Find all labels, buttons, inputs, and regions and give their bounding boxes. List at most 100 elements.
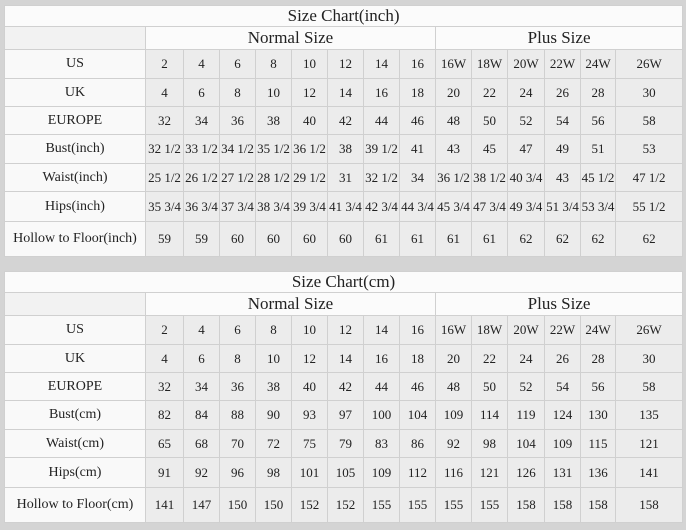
size-cell: 25 1/2 (145, 163, 184, 192)
row-label: Hollow to Floor(cm) (4, 487, 146, 523)
corner-cell (4, 26, 146, 50)
row-label: Hollow to Floor(inch) (4, 221, 146, 257)
size-cell: 56 (580, 372, 616, 401)
size-cell: 2 (145, 315, 184, 345)
size-cell: 47 1/2 (614, 163, 684, 192)
size-cell: 109 (544, 429, 581, 458)
size-cell: 155 (471, 487, 508, 523)
size-cell: 79 (327, 429, 364, 458)
size-cell: 34 (183, 372, 220, 401)
size-cell: 46 (399, 106, 436, 135)
size-cell: 43 (435, 134, 472, 164)
size-cell: 109 (363, 457, 400, 488)
size-cell: 8 (255, 315, 292, 345)
size-cell: 112 (399, 457, 436, 488)
table-row: Waist(cm) 65 68 70 72 75 79 83 86 92 98 104 109 115 12… (4, 429, 684, 458)
plus-size-header: Plus Size (434, 26, 684, 50)
size-cell: 58 (614, 106, 684, 135)
size-cell: 16W (435, 315, 472, 345)
size-cell: 88 (219, 400, 256, 430)
size-cell: 155 (363, 487, 400, 523)
size-cell: 14 (363, 315, 400, 345)
size-cell: 34 1/2 (219, 134, 256, 164)
size-cell: 32 (145, 372, 184, 401)
table-row: US 2 4 6 8 10 12 14 16 16W 18W 20W 22W 24W 26W (4, 49, 684, 79)
size-cell: 38 (255, 106, 292, 135)
table-row: Bust(cm) 82 84 88 90 93 97 100 104 109 114 119 124 13… (4, 400, 684, 430)
size-cell: 38 (255, 372, 292, 401)
size-cell: 36 3/4 (183, 191, 220, 222)
plus-size-header: Plus Size (434, 292, 684, 316)
size-cell: 105 (327, 457, 364, 488)
size-cell: 16 (399, 315, 436, 345)
size-cell: 45 3/4 (435, 191, 472, 222)
size-cell: 6 (219, 315, 256, 345)
size-cell: 6 (183, 344, 220, 373)
size-cell: 18 (399, 344, 436, 373)
row-label: UK (4, 78, 146, 107)
row-label: Waist(inch) (4, 163, 146, 192)
size-cell: 34 (399, 163, 436, 192)
size-cell: 72 (255, 429, 292, 458)
size-cell: 24W (580, 49, 616, 79)
size-cell: 20 (435, 78, 472, 107)
table-row: Bust(inch) 32 1/2 33 1/2 34 1/2 35 1/2 36 1/2… (4, 134, 684, 164)
size-cell: 47 (507, 134, 545, 164)
size-cell: 12 (327, 315, 364, 345)
size-cell: 43 (544, 163, 581, 192)
size-cell: 96 (219, 457, 256, 488)
size-cell: 54 (544, 372, 581, 401)
size-cell: 44 3/4 (399, 191, 436, 222)
size-cell: 26 (544, 344, 581, 373)
size-cell: 10 (255, 344, 292, 373)
size-cell: 22W (544, 49, 581, 79)
size-cell: 126 (507, 457, 545, 488)
table-row: Hollow to Floor(cm) 141 147 150 150 152 152 155… (4, 487, 684, 523)
size-cell: 18 (399, 78, 436, 107)
size-cell: 65 (145, 429, 184, 458)
size-cell: 16 (363, 344, 400, 373)
row-label: Waist(cm) (4, 429, 146, 458)
size-cell: 59 (145, 221, 184, 257)
size-cell: 52 (507, 372, 545, 401)
row-label: US (4, 49, 146, 79)
size-cell: 48 (435, 372, 472, 401)
size-cell: 86 (399, 429, 436, 458)
size-cell: 91 (145, 457, 184, 488)
size-cell: 44 (363, 372, 400, 401)
size-cell: 33 1/2 (183, 134, 220, 164)
size-cell: 42 3/4 (363, 191, 400, 222)
size-cell: 39 3/4 (291, 191, 328, 222)
size-cell: 14 (327, 78, 364, 107)
size-cell: 12 (291, 344, 328, 373)
size-cell: 32 1/2 (363, 163, 400, 192)
size-cell: 48 (435, 106, 472, 135)
table-row: UK 4 6 8 10 12 14 16 18 20 22 24 26 28 30 (4, 344, 684, 373)
size-cell: 55 1/2 (614, 191, 684, 222)
size-cell: 40 (291, 372, 328, 401)
size-cell: 54 (544, 106, 581, 135)
size-cell: 12 (291, 78, 328, 107)
size-cell: 26 1/2 (183, 163, 220, 192)
size-cell: 147 (183, 487, 220, 523)
size-cell: 150 (219, 487, 256, 523)
size-cell: 135 (614, 400, 684, 430)
size-cell: 60 (255, 221, 292, 257)
size-cell: 27 1/2 (219, 163, 256, 192)
size-cell: 158 (544, 487, 581, 523)
size-cell: 32 1/2 (145, 134, 184, 164)
size-cell: 36 1/2 (291, 134, 328, 164)
size-cell: 31 (327, 163, 364, 192)
size-cell: 8 (255, 49, 292, 79)
chart-title: Size Chart(cm) (3, 271, 684, 293)
normal-size-header: Normal Size (145, 292, 436, 316)
size-cell: 18W (471, 315, 508, 345)
size-cell: 155 (399, 487, 436, 523)
size-cell: 119 (507, 400, 545, 430)
size-cell: 121 (614, 429, 684, 458)
size-cell: 20W (507, 49, 545, 79)
size-cell: 10 (255, 78, 292, 107)
size-cell: 32 (145, 106, 184, 135)
size-cell: 38 1/2 (471, 163, 508, 192)
size-cell: 158 (507, 487, 545, 523)
